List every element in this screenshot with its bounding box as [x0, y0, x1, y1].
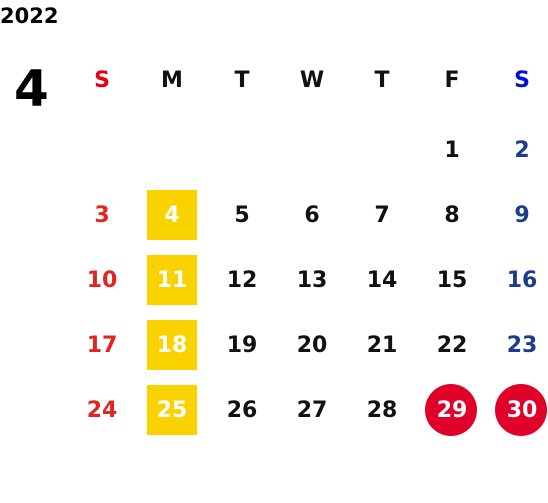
- day-number: 10: [87, 268, 118, 293]
- day-number: 17: [87, 333, 118, 358]
- monday-highlight: [147, 255, 197, 305]
- day-number: 16: [507, 268, 538, 293]
- day-number: 22: [437, 333, 468, 358]
- weekday-label: T: [234, 68, 249, 93]
- weekday-label: S: [514, 68, 530, 93]
- weekday-label: F: [444, 68, 459, 93]
- day-number: 4: [164, 203, 179, 228]
- day-number: 3: [94, 203, 109, 228]
- day-number: 7: [374, 203, 389, 228]
- day-number: 2: [514, 138, 529, 163]
- day-number: 1: [444, 138, 459, 163]
- day-number: 5: [234, 203, 249, 228]
- day-number: 25: [157, 398, 188, 423]
- day-number: 27: [297, 398, 328, 423]
- day-number: 11: [157, 268, 188, 293]
- day-number: 9: [514, 203, 529, 228]
- day-number: 6: [304, 203, 319, 228]
- weekday-label: S: [94, 68, 110, 93]
- day-number: 20: [297, 333, 328, 358]
- holiday-circle: [425, 384, 477, 436]
- year: 2022: [0, 4, 58, 28]
- day-number: 14: [367, 268, 398, 293]
- holiday-circle: [495, 384, 547, 436]
- day-number: 21: [367, 333, 398, 358]
- day-number: 26: [227, 398, 258, 423]
- day-number: 15: [437, 268, 468, 293]
- monday-highlight: [147, 320, 197, 370]
- month: 4: [14, 60, 49, 118]
- weekday-label: M: [161, 68, 183, 93]
- day-number: 13: [297, 268, 328, 293]
- weekday-label: W: [300, 68, 324, 93]
- day-number: 23: [507, 333, 538, 358]
- day-number: 12: [227, 268, 258, 293]
- day-number: 24: [87, 398, 118, 423]
- day-number: 29: [437, 398, 468, 423]
- day-number: 30: [507, 398, 538, 423]
- weekday-label: T: [374, 68, 389, 93]
- monday-highlight: [147, 385, 197, 435]
- day-number: 19: [227, 333, 258, 358]
- day-number: 18: [157, 333, 188, 358]
- day-number: 28: [367, 398, 398, 423]
- day-number: 8: [444, 203, 459, 228]
- monday-highlight: [147, 190, 197, 240]
